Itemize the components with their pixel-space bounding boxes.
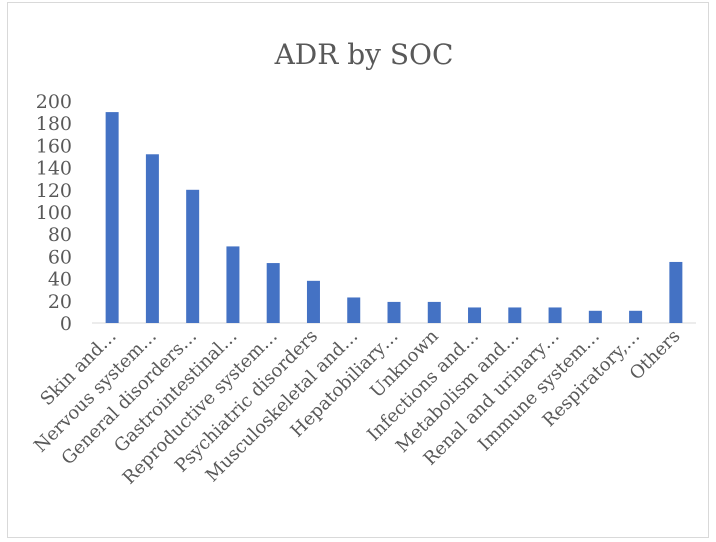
bar: [226, 246, 240, 323]
bars-group: [105, 112, 683, 323]
y-tick-label: 0: [60, 313, 72, 335]
y-tick-label: 180: [36, 113, 72, 135]
bar: [266, 263, 280, 323]
bar: [306, 280, 320, 323]
bar: [347, 297, 361, 323]
y-tick-label: 140: [36, 158, 72, 180]
bar: [387, 301, 401, 323]
chart-area: ADR by SOC 0 20 40 60 80 100 120 140 160 180 200 S…: [7, 2, 709, 538]
bar: [468, 307, 482, 323]
y-tick-label: 80: [48, 224, 72, 246]
bar: [548, 307, 562, 323]
y-tick-label: 120: [36, 180, 72, 202]
y-tick-label: 160: [36, 135, 72, 157]
y-tick-label: 20: [48, 291, 72, 313]
bar: [186, 189, 200, 323]
bar: [669, 261, 683, 323]
y-tick-label: 200: [36, 91, 72, 113]
chart-title: ADR by SOC: [274, 38, 454, 71]
bar: [588, 310, 602, 323]
bar: [105, 112, 119, 323]
bar: [427, 301, 441, 323]
bar: [629, 310, 643, 323]
bar: [145, 154, 159, 323]
y-tick-label: 100: [36, 202, 72, 224]
bar: [508, 307, 522, 323]
x-axis: Skin and…Nervous system…General disorder…: [30, 325, 684, 488]
y-tick-label: 60: [48, 246, 72, 268]
y-tick-label: 40: [48, 269, 72, 291]
